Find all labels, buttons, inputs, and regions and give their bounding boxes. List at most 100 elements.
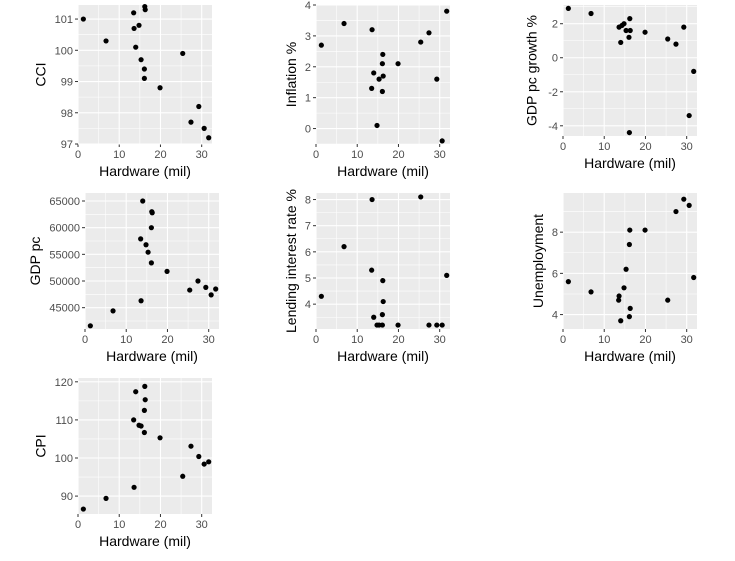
x-axis-title: Hardware (mil) (99, 533, 191, 549)
data-point (681, 24, 687, 30)
x-tick-label: 30 (434, 334, 446, 346)
data-point (626, 241, 632, 248)
data-point (621, 21, 627, 27)
data-point (588, 289, 594, 295)
data-point (623, 27, 629, 34)
data-point (133, 389, 139, 395)
scatter-panel: 0 10 20 30 4 5 6 7 8 Hardware (mil) Lending intere… (283, 189, 450, 364)
data-point (380, 51, 386, 58)
y-tick-label: 101 (55, 14, 73, 26)
data-point (395, 61, 401, 67)
y-axis-title: Lending interest rate % (283, 189, 299, 333)
data-point (371, 314, 377, 320)
data-point (80, 506, 86, 512)
scatter-panel: 0 10 20 30 97 98 99 100 101 Hardware (mil) CCI (32, 3, 212, 179)
data-point (621, 285, 627, 291)
x-tick-label: 10 (120, 334, 132, 346)
y-tick-label: 5 (305, 273, 311, 285)
data-point (673, 208, 679, 215)
y-tick-label: 6 (305, 247, 311, 259)
data-point (201, 461, 207, 467)
data-point (618, 39, 624, 46)
data-point (180, 50, 186, 57)
x-axis-title: Hardware (mil) (106, 348, 198, 364)
y-tick-label: 6 (552, 268, 558, 280)
x-tick-label: 20 (161, 334, 173, 346)
data-point (444, 8, 450, 14)
data-point (133, 44, 139, 50)
data-point (208, 292, 214, 298)
y-tick-label: 99 (61, 77, 73, 89)
data-point (103, 38, 109, 44)
y-tick-label: 0 (552, 53, 558, 65)
y-tick-label: 3 (305, 31, 311, 43)
data-point (318, 42, 324, 48)
data-point (318, 293, 324, 299)
data-point (201, 125, 207, 131)
panel-background (316, 193, 450, 329)
x-tick-label: 20 (639, 141, 651, 153)
data-point (434, 322, 440, 328)
data-point (439, 322, 445, 328)
data-point (369, 27, 375, 33)
panel-background (563, 5, 697, 136)
data-point (141, 66, 147, 72)
data-point (131, 484, 137, 490)
data-point (565, 279, 571, 285)
y-tick-label: 55000 (49, 249, 80, 261)
x-tick-label: 30 (203, 334, 215, 346)
data-point (148, 225, 154, 231)
data-point (418, 39, 424, 45)
y-tick-label: 4 (552, 310, 558, 322)
x-axis-title: Hardware (mil) (337, 348, 429, 364)
x-axis-title: Hardware (mil) (99, 163, 191, 179)
data-point (187, 287, 193, 293)
data-point (188, 119, 194, 125)
data-point (138, 57, 144, 63)
x-tick-label: 20 (154, 149, 166, 161)
x-tick-label: 20 (639, 334, 651, 346)
data-point (145, 249, 151, 255)
data-point (588, 10, 594, 17)
y-tick-label: -2 (548, 87, 558, 99)
x-tick-label: 30 (434, 149, 446, 161)
x-tick-label: 0 (75, 519, 81, 531)
data-point (426, 30, 432, 36)
x-tick-label: 30 (681, 334, 693, 346)
data-point (180, 473, 186, 479)
y-tick-label: 2 (552, 19, 558, 31)
data-point (141, 407, 147, 413)
y-tick-label: 1 (305, 93, 311, 105)
x-axis-title: Hardware (mil) (584, 348, 676, 364)
x-tick-label: 0 (560, 334, 566, 346)
data-point (142, 7, 148, 13)
data-point (444, 272, 450, 278)
data-point (627, 27, 633, 34)
data-point (103, 495, 109, 501)
data-point (418, 194, 424, 200)
y-tick-label: 4 (305, 0, 311, 12)
x-tick-label: 0 (313, 149, 319, 161)
data-point (681, 196, 687, 202)
x-tick-label: 20 (392, 149, 404, 161)
data-point (131, 10, 137, 16)
data-point (380, 278, 386, 284)
data-point (213, 286, 219, 292)
data-point (136, 22, 142, 28)
data-point (369, 267, 375, 273)
y-axis-title: CCI (32, 62, 48, 86)
data-point (196, 453, 202, 460)
x-tick-label: 30 (681, 141, 693, 153)
y-tick-label: 4 (305, 299, 311, 311)
data-point (138, 423, 144, 429)
y-tick-label: 2 (305, 62, 311, 74)
data-point (379, 88, 385, 95)
scatter-panel: 0 10 20 30 0 1 2 3 4 Hardware (mil) Inflation % (283, 0, 450, 179)
data-point (110, 308, 116, 314)
data-point (138, 236, 144, 242)
data-point (380, 73, 386, 79)
x-tick-label: 30 (196, 149, 208, 161)
data-point (203, 284, 209, 290)
data-point (376, 76, 382, 82)
